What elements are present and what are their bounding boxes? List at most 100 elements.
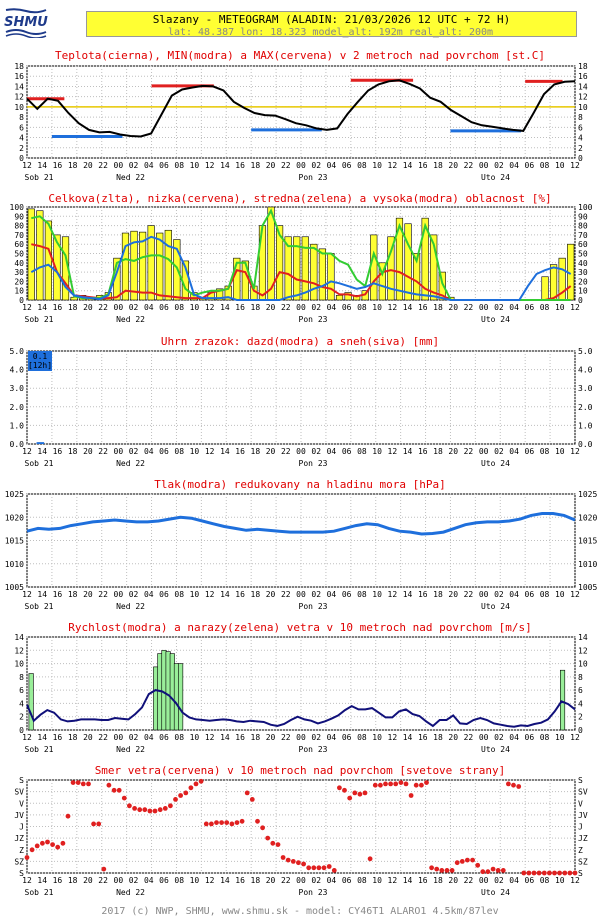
wind-direction-point xyxy=(168,803,173,809)
x-tick-label: 02 xyxy=(494,876,504,885)
y-tick-label-right: 0 xyxy=(578,296,583,305)
plot-area-2 xyxy=(26,350,576,445)
y-tick-label-left: 70 xyxy=(14,231,24,240)
y-tick-label-left: 90 xyxy=(14,212,24,221)
y-tick-label-right: S xyxy=(578,776,583,785)
wind-direction-point xyxy=(34,843,40,849)
x-tick-label: 08 xyxy=(540,733,550,742)
x-tick-label: 18 xyxy=(251,590,261,599)
panel-2 xyxy=(26,350,576,445)
precip-chart-title: Uhrn zrazok: dazd(modra) a sneh(siva) [m… xyxy=(160,335,440,348)
wind-direction-point xyxy=(495,868,501,873)
x-tick-label: 10 xyxy=(555,733,565,742)
day-label: Uto 24 xyxy=(481,888,510,897)
y-tick-label-left: 8 xyxy=(19,673,24,682)
x-tick-label: 18 xyxy=(68,303,78,312)
wind-direction-point xyxy=(229,821,235,827)
x-tick-label: 10 xyxy=(555,590,565,599)
y-tick-label-left: 0 xyxy=(19,296,24,305)
y-tick-label-left: 1025 xyxy=(5,490,24,499)
y-tick-label-left: Z xyxy=(19,846,24,855)
x-tick-label: 22 xyxy=(281,590,291,599)
y-tick-label-right: 16 xyxy=(578,72,588,81)
x-tick-label: 06 xyxy=(525,303,535,312)
x-tick-label: 16 xyxy=(418,590,428,599)
wind-direction-point xyxy=(311,865,317,871)
wind-direction-point xyxy=(434,866,440,872)
x-tick-label: 22 xyxy=(464,303,474,312)
day-label: Pon 23 xyxy=(299,173,328,182)
y-tick-label-right: 2.0 xyxy=(578,403,593,412)
wind-direction-point xyxy=(306,865,312,871)
wind-direction-point xyxy=(536,870,542,876)
wind-direction-point xyxy=(398,780,404,785)
x-tick-label: 14 xyxy=(403,590,413,599)
wind-direction-point xyxy=(357,791,363,797)
footer-credit: 2017 (c) NWP, SHMU, www.shmu.sk - model:… xyxy=(101,906,499,917)
x-tick-label: 22 xyxy=(464,447,474,456)
wind-direction-point xyxy=(285,857,291,863)
y-tick-label-right: SV xyxy=(578,788,588,797)
wind-direction-point xyxy=(316,865,322,871)
x-tick-label: 02 xyxy=(311,303,321,312)
x-tick-label: 00 xyxy=(114,590,124,599)
x-tick-label: 12 xyxy=(570,447,580,456)
x-tick-label: 22 xyxy=(464,876,474,885)
wind-direction-point xyxy=(249,797,255,802)
x-tick-label: 14 xyxy=(37,876,47,885)
x-tick-label: 20 xyxy=(266,303,276,312)
x-tick-label: 00 xyxy=(114,876,124,885)
y-tick-label-left: 2 xyxy=(19,713,24,722)
x-tick-label: 14 xyxy=(37,447,47,456)
y-tick-label-right: 100 xyxy=(578,203,593,212)
day-label: Sob 21 xyxy=(25,888,54,897)
x-tick-label: 10 xyxy=(372,447,382,456)
x-tick-label: 16 xyxy=(235,303,245,312)
x-tick-label: 16 xyxy=(53,303,63,312)
x-tick-label: 02 xyxy=(129,590,139,599)
x-tick-label: 18 xyxy=(251,303,261,312)
wind-direction-point xyxy=(183,790,189,796)
precip-12h-box xyxy=(28,351,52,371)
y-tick-label-right: 90 xyxy=(578,212,588,221)
y-tick-label-left: 10 xyxy=(14,287,24,296)
wind-direction-point xyxy=(214,820,219,825)
wind-direction-point xyxy=(142,807,148,813)
panel-4 xyxy=(26,636,576,731)
x-tick-label: 14 xyxy=(403,876,413,885)
x-tick-label: 16 xyxy=(235,447,245,456)
x-tick-label: 20 xyxy=(83,161,93,170)
x-tick-label: 22 xyxy=(281,161,291,170)
header-box: Slazany - METEOGRAM (ALADIN: 21/03/2026 … xyxy=(86,11,577,37)
y-tick-label-left: 10 xyxy=(14,103,24,112)
wind-direction-point xyxy=(388,781,393,787)
x-tick-label: 02 xyxy=(494,161,504,170)
x-tick-label: 18 xyxy=(433,876,443,885)
y-tick-label-right: J xyxy=(578,823,583,832)
x-tick-label: 10 xyxy=(190,590,200,599)
x-tick-label: 06 xyxy=(525,161,535,170)
wind-direction-point xyxy=(193,781,199,787)
x-tick-label: 16 xyxy=(235,876,245,885)
x-tick-label: 20 xyxy=(448,447,458,456)
x-tick-label: 22 xyxy=(464,733,474,742)
wind-direction-point xyxy=(557,870,562,876)
x-tick-label: 22 xyxy=(281,733,291,742)
x-tick-label: 02 xyxy=(129,447,139,456)
x-tick-label: 12 xyxy=(388,303,398,312)
wind-direction-point xyxy=(552,870,557,876)
day-label: Uto 24 xyxy=(481,602,510,611)
day-label: Ned 22 xyxy=(116,745,145,754)
wind-direction-point xyxy=(567,870,573,876)
cloud-total-bar xyxy=(541,276,549,301)
gust-bar xyxy=(153,666,159,731)
pressure-chart-title: Tlak(modra) redukovany na hladinu mora [… xyxy=(154,478,446,491)
y-tick-label-right: 5.0 xyxy=(578,347,593,356)
x-tick-label: 02 xyxy=(494,590,504,599)
gust-bar xyxy=(559,669,566,731)
cloud-total-bar xyxy=(327,253,335,301)
y-tick-label-left: 14 xyxy=(14,82,24,91)
wind-direction-point xyxy=(75,780,81,785)
y-tick-label-right: 50 xyxy=(578,250,588,259)
x-tick-label: 00 xyxy=(479,161,489,170)
